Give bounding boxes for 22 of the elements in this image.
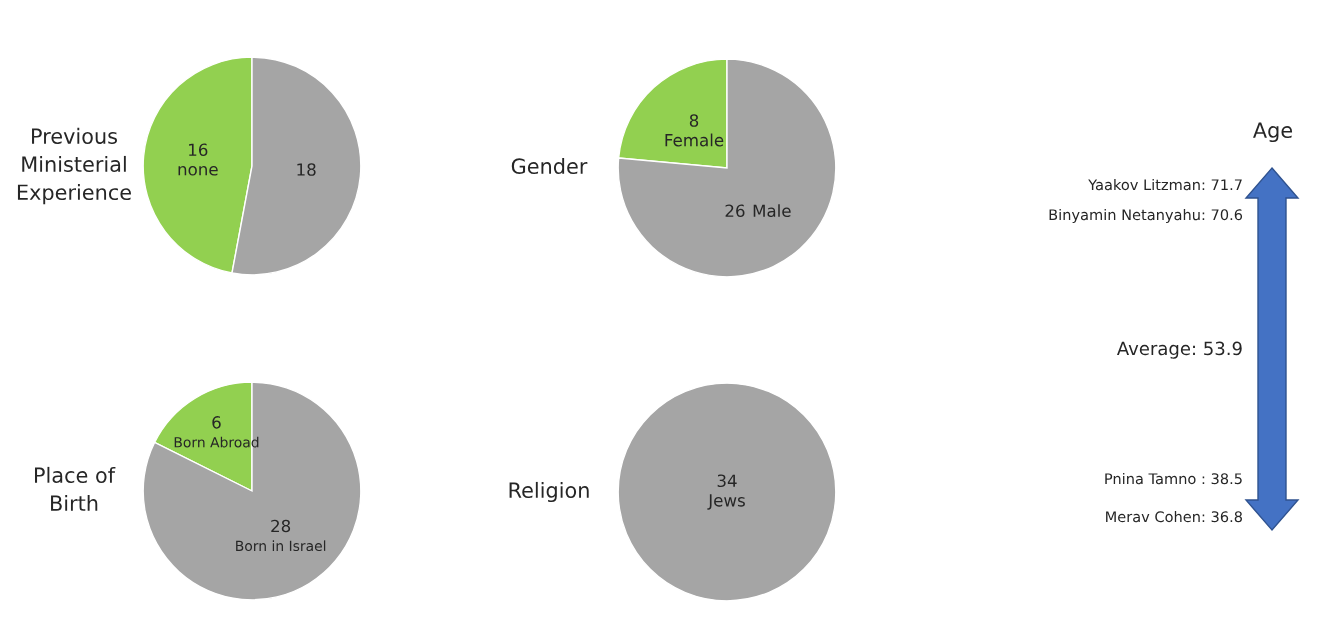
data-label: 26 — [725, 204, 745, 218]
text: Religion — [509, 481, 589, 503]
text: Yaakov Litzman: 71.7 — [1088, 178, 1242, 191]
slice-label: Male — [753, 204, 791, 218]
text: Gender — [511, 157, 588, 175]
slice-label: none — [178, 166, 218, 176]
data-label: 16 — [189, 143, 208, 157]
text: Place of Birth — [35, 466, 116, 511]
text: Age — [1253, 122, 1293, 143]
data-label: 6 — [212, 416, 221, 429]
slice-label: Jews — [707, 494, 745, 510]
text: Binyamin Netanyahu: 70.6 — [1049, 208, 1243, 224]
data-label: 28 — [271, 519, 291, 533]
text: Pnina Tamno : 38.5 — [1105, 472, 1242, 485]
data-label: 34 — [717, 474, 737, 488]
data-label: 18 — [297, 163, 316, 176]
text: Previous Ministerial Experience — [17, 127, 131, 205]
slice-label: Born in Israel — [236, 540, 326, 552]
slice-label: Female — [665, 133, 724, 147]
text: Average: 53.9 — [1116, 341, 1242, 359]
text: Merav Cohen: 36.8 — [1106, 510, 1242, 523]
data-label: 8 — [689, 114, 699, 127]
